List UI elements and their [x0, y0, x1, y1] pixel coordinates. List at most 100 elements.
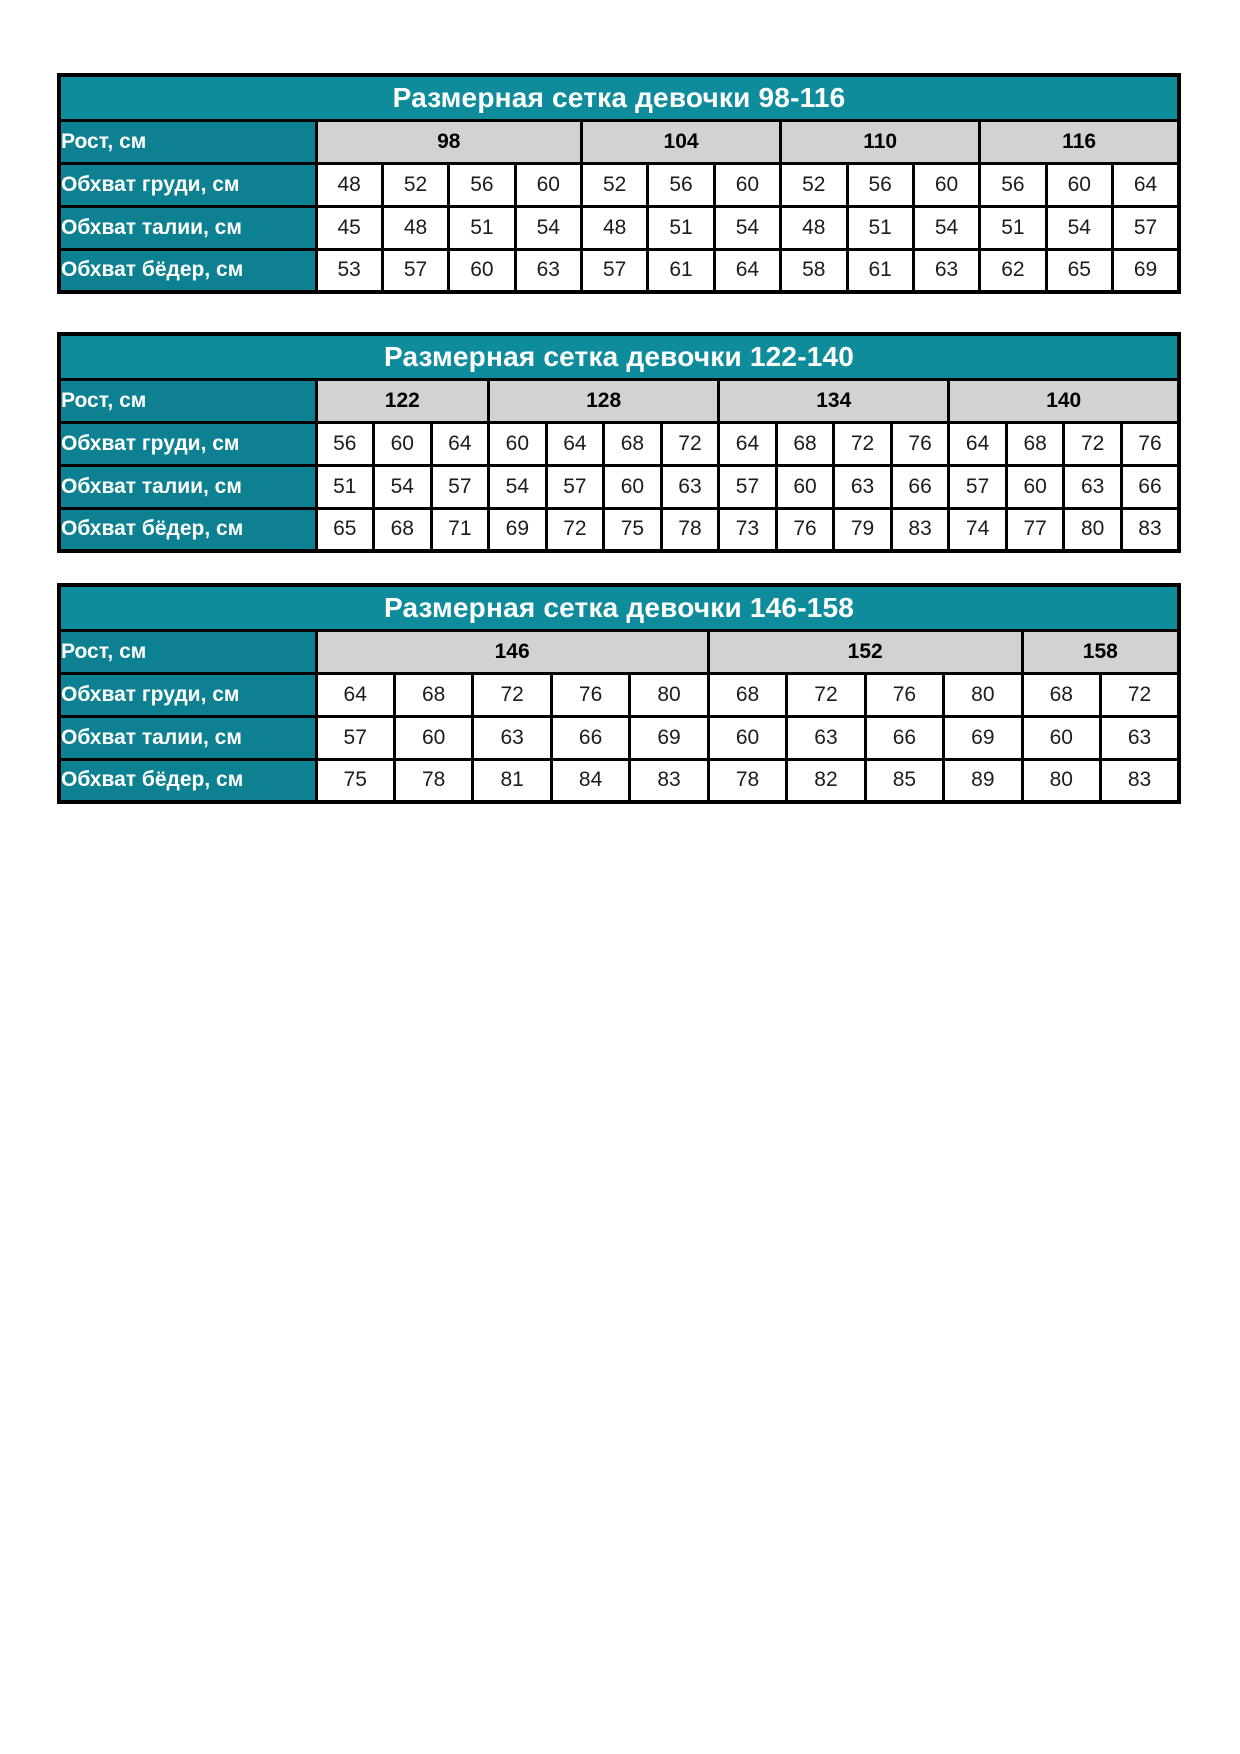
height-group-110: 110 [779, 118, 982, 165]
waist-value: 54 [1044, 204, 1115, 251]
hips-value: 60 [447, 247, 517, 294]
row-label-waist: Обхват талии, см [57, 463, 318, 510]
waist-value: 48 [779, 204, 849, 251]
chest-value: 60 [513, 161, 584, 208]
chest-row: Обхват груди, см 56 60 64 60 64 68 72 64 68 72 76 64… [57, 420, 1181, 467]
chest-value: 56 [978, 161, 1048, 208]
hips-value: 83 [628, 757, 710, 804]
waist-value: 66 [549, 714, 632, 761]
chest-value: 64 [717, 420, 778, 467]
waist-value: 54 [372, 463, 433, 510]
waist-value: 57 [947, 463, 1008, 510]
waist-value: 57 [544, 463, 606, 510]
row-label-waist: Обхват талии, см [57, 714, 318, 761]
waist-value: 60 [706, 714, 789, 761]
chest-value: 60 [911, 161, 982, 208]
hips-value: 78 [392, 757, 475, 804]
size-table-1: Размерная сетка девочки 98-116 Рост, см 98… [57, 73, 1181, 294]
chest-value: 56 [447, 161, 517, 208]
row-label-height: Рост, см [57, 377, 318, 424]
hips-value: 81 [471, 757, 553, 804]
hips-value: 65 [1044, 247, 1115, 294]
hips-value: 80 [1020, 757, 1103, 804]
hips-value: 74 [947, 506, 1008, 553]
waist-value: 48 [579, 204, 650, 251]
chest-value: 48 [314, 161, 384, 208]
table-title-row: Размерная сетка девочки 98-116 [57, 73, 1181, 122]
hips-value: 72 [544, 506, 606, 553]
chest-value: 72 [659, 420, 721, 467]
height-group-158: 158 [1020, 628, 1181, 675]
chest-value: 56 [845, 161, 915, 208]
hips-value: 75 [602, 506, 663, 553]
chest-value: 64 [314, 671, 396, 718]
hips-value: 57 [380, 247, 451, 294]
waist-value: 45 [314, 204, 384, 251]
waist-value: 60 [602, 463, 663, 510]
hips-row: Обхват бёдер, см 75 78 81 84 83 78 82 85 89 80 83 [57, 757, 1181, 804]
chest-value: 52 [380, 161, 451, 208]
waist-value: 54 [513, 204, 584, 251]
waist-value: 63 [1099, 714, 1181, 761]
chest-value: 68 [1020, 671, 1103, 718]
row-label-hips: Обхват бёдер, см [57, 757, 318, 804]
waist-value: 63 [785, 714, 867, 761]
hips-value: 63 [513, 247, 584, 294]
hips-value: 71 [429, 506, 491, 553]
chest-value: 68 [1004, 420, 1066, 467]
chest-value: 64 [1111, 161, 1181, 208]
table-title: Размерная сетка девочки 146-158 [57, 583, 1181, 632]
waist-value: 51 [646, 204, 716, 251]
waist-value: 51 [447, 204, 517, 251]
hips-value: 57 [579, 247, 650, 294]
waist-value: 60 [774, 463, 836, 510]
size-tables: Размерная сетка девочки 98-116 Рост, см 98… [57, 73, 1181, 804]
chest-value: 64 [429, 420, 491, 467]
waist-value: 54 [712, 204, 783, 251]
hips-value: 89 [942, 757, 1024, 804]
chest-value: 68 [392, 671, 475, 718]
hips-value: 65 [314, 506, 376, 553]
waist-value: 66 [1119, 463, 1181, 510]
hips-value: 84 [549, 757, 632, 804]
waist-value: 69 [628, 714, 710, 761]
chest-value: 68 [774, 420, 836, 467]
row-label-height: Рост, см [57, 628, 318, 675]
row-label-chest: Обхват груди, см [57, 420, 318, 467]
hips-value: 79 [832, 506, 893, 553]
hips-value: 61 [845, 247, 915, 294]
chest-value: 64 [947, 420, 1008, 467]
chest-value: 56 [646, 161, 716, 208]
row-label-chest: Обхват груди, см [57, 161, 318, 208]
hips-value: 62 [978, 247, 1048, 294]
waist-value: 54 [911, 204, 982, 251]
chest-value: 80 [942, 671, 1024, 718]
chest-value: 72 [471, 671, 553, 718]
height-group-140: 140 [947, 377, 1181, 424]
waist-value: 66 [889, 463, 951, 510]
chest-value: 60 [487, 420, 548, 467]
hips-value: 61 [646, 247, 716, 294]
height-group-98: 98 [314, 118, 583, 165]
hips-value: 53 [314, 247, 384, 294]
row-label-waist: Обхват талии, см [57, 204, 318, 251]
chest-value: 64 [544, 420, 606, 467]
chest-value: 60 [1044, 161, 1115, 208]
waist-value: 54 [487, 463, 548, 510]
waist-value: 57 [314, 714, 396, 761]
chest-value: 72 [1062, 420, 1123, 467]
chest-row: Обхват груди, см 64 68 72 76 80 68 72 76 80 68 72 [57, 671, 1181, 718]
waist-value: 57 [1111, 204, 1181, 251]
chest-value: 72 [785, 671, 867, 718]
row-label-hips: Обхват бёдер, см [57, 247, 318, 294]
hips-value: 68 [372, 506, 433, 553]
table-title: Размерная сетка девочки 122-140 [57, 332, 1181, 381]
waist-value: 66 [863, 714, 946, 761]
waist-value: 63 [832, 463, 893, 510]
hips-value: 80 [1062, 506, 1123, 553]
waist-value: 57 [429, 463, 491, 510]
height-header-row: Рост, см 146 152 158 [57, 628, 1181, 675]
waist-row: Обхват талии, см 45 48 51 54 48 51 54 48 51 54 51 54… [57, 204, 1181, 251]
hips-value: 83 [889, 506, 951, 553]
waist-value: 63 [1062, 463, 1123, 510]
